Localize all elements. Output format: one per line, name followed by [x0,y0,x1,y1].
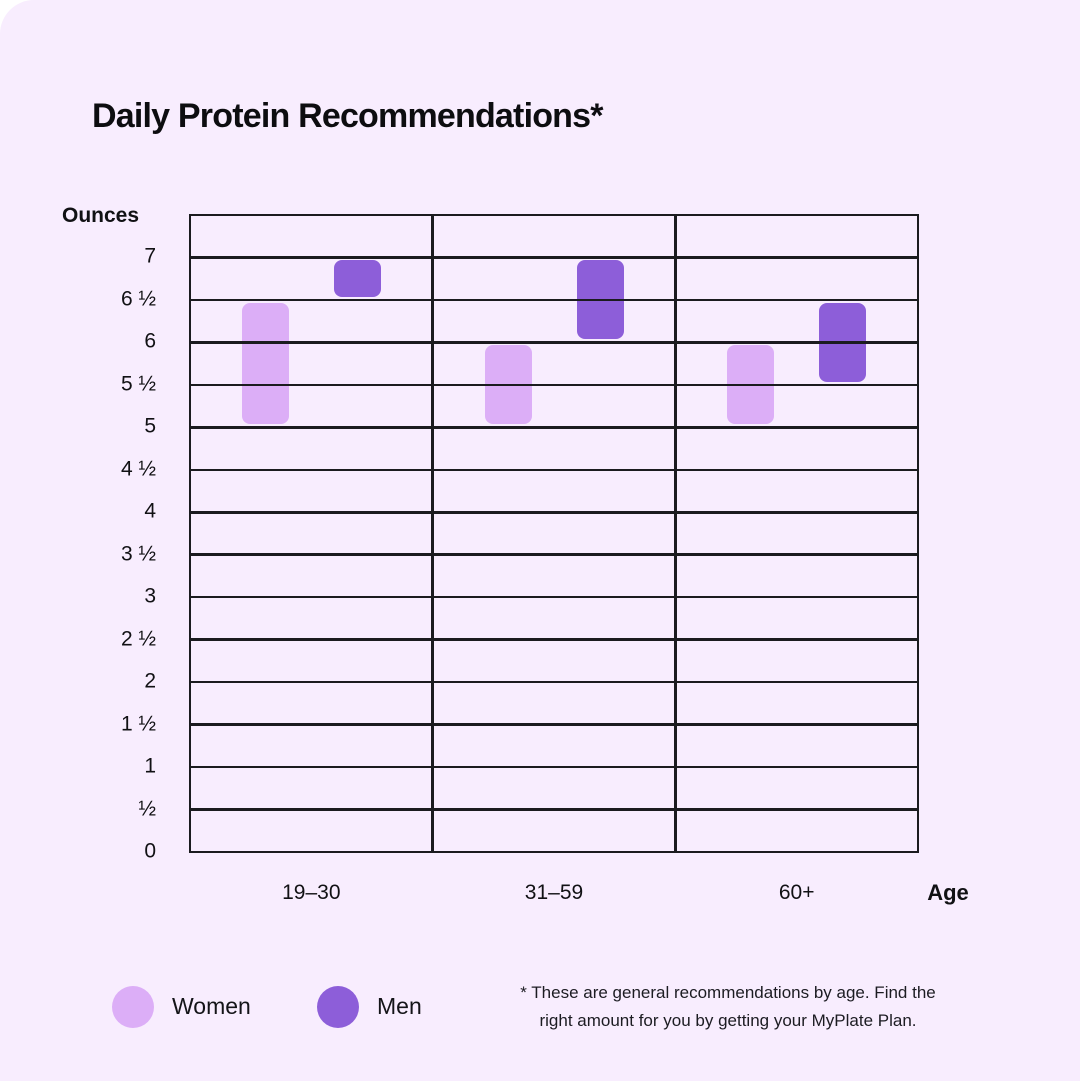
gridline-horizontal [189,808,919,811]
y-tick-label: 5 [144,414,156,438]
bar-women-19-30 [241,302,289,425]
y-tick-label: ½ [138,797,156,821]
y-tick-label: 2 [144,669,156,693]
y-tick-label: 3 [144,584,156,608]
gridline-horizontal [189,553,919,556]
gridline-horizontal [189,595,919,599]
gridline-horizontal [189,468,919,472]
footnote-line-2: right amount for you by getting your MyP… [539,1010,917,1030]
y-tick-label: 2 ½ [120,627,156,651]
y-tick-label: 6 ½ [120,287,156,311]
y-tick-label: 7 [144,244,156,268]
y-tick-label: 4 [144,499,156,523]
gridline-horizontal [189,383,919,387]
column-divider [674,214,677,853]
page-title: Daily Protein Recommendations* [92,96,603,135]
y-tick-label: 1 [144,754,156,778]
y-tick-label: 0 [144,839,156,863]
bar-men-19-30 [333,260,381,297]
gridline-horizontal [189,511,919,514]
gridline-horizontal [189,765,919,769]
y-tick-label: 3 ½ [120,542,156,566]
gridline-horizontal [189,638,919,641]
gridline-horizontal [189,213,919,217]
x-tick-label: 31–59 [524,881,584,904]
footnote: * These are general recommendations by a… [488,979,968,1034]
gridline-horizontal [189,680,919,684]
y-tick-label: 4 ½ [120,457,156,481]
gridline-horizontal [189,723,919,726]
x-tick-label: 19–30 [282,881,341,904]
legend-men-label: Men [377,993,422,1019]
legend-women-label: Women [172,993,251,1019]
legend-men-swatch-icon [317,986,359,1028]
column-divider [431,214,434,853]
gridline-horizontal [189,256,919,259]
y-tick-label: 5 ½ [120,372,156,396]
gridline-horizontal [189,426,919,429]
y-tick-label: 6 [144,329,156,353]
gridline-horizontal [189,341,919,344]
gridline-horizontal [189,298,919,302]
legend-women-swatch-icon [112,986,154,1028]
footnote-line-1: * These are general recommendations by a… [520,983,936,1002]
plot-border-vertical [188,214,192,853]
x-tick-label: 60+ [778,881,815,904]
y-tick-label: 1 ½ [120,712,156,736]
x-axis-title: Age [927,880,969,905]
gridline-horizontal [189,850,919,854]
plot-area [188,213,920,854]
plot-border-vertical [916,214,920,853]
y-axis-title: Ounces [62,204,140,227]
